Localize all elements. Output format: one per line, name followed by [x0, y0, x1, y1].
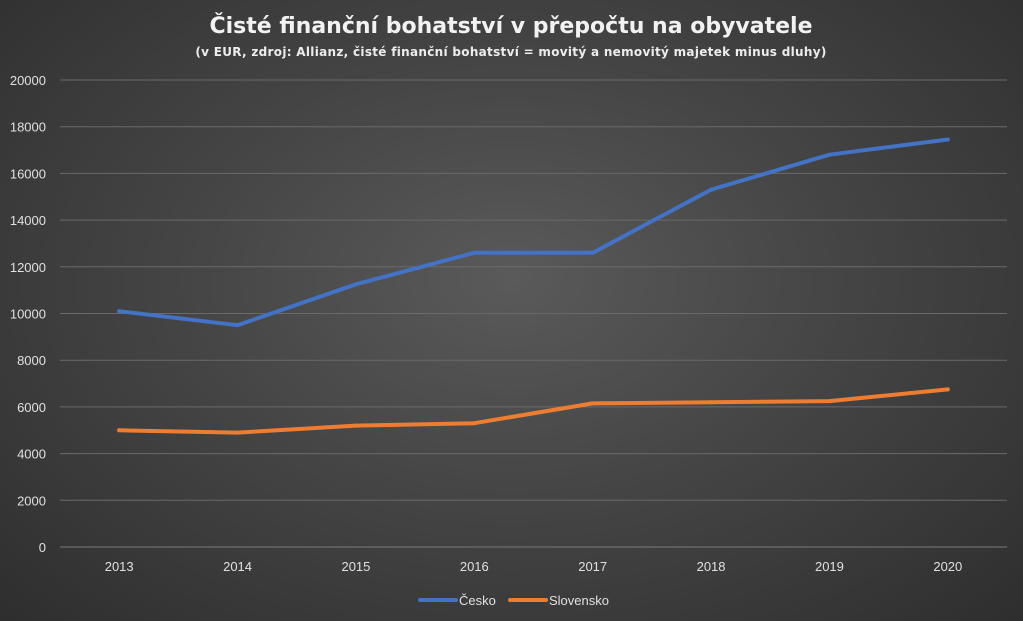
data-point — [117, 309, 122, 314]
x-tick-label: 2016 — [460, 559, 489, 574]
data-point — [827, 152, 832, 157]
x-tick-label: 2015 — [341, 559, 370, 574]
data-point — [117, 428, 122, 433]
data-point — [590, 250, 595, 255]
x-tick-label: 2014 — [223, 559, 252, 574]
legend: Česko Slovensko — [418, 593, 609, 608]
y-tick-label: 16000 — [10, 166, 46, 181]
legend-label-0: Česko — [459, 593, 496, 608]
gridlines — [60, 79, 1007, 548]
data-point — [472, 421, 477, 426]
y-tick-label: 14000 — [10, 213, 46, 228]
y-tick-label: 12000 — [10, 260, 46, 275]
data-point — [472, 250, 477, 255]
y-tick-label: 20000 — [10, 73, 46, 88]
x-tick-label: 2020 — [933, 559, 962, 574]
data-point — [235, 323, 240, 328]
x-tick-label: 2018 — [697, 559, 726, 574]
y-tick-label: 2000 — [17, 493, 46, 508]
data-point — [590, 401, 595, 406]
chart-subtitle: (v EUR, zdroj: Allianz, čisté finanční b… — [195, 45, 826, 59]
legend-label-1: Slovensko — [549, 593, 609, 608]
data-point — [709, 400, 714, 405]
data-point — [709, 187, 714, 192]
y-axis-ticks: 0 2000 4000 6000 8000 10000 12000 14000 16000 180… — [10, 73, 46, 555]
x-tick-label: 2019 — [815, 559, 844, 574]
data-point — [353, 282, 358, 287]
y-tick-label: 6000 — [17, 400, 46, 415]
y-tick-label: 0 — [39, 540, 46, 555]
y-tick-label: 10000 — [10, 307, 46, 322]
series-line-0 — [117, 137, 950, 328]
x-tick-label: 2017 — [578, 559, 607, 574]
series-lines — [117, 137, 950, 435]
x-axis-ticks: 2013 2014 2015 2016 2017 2018 2019 2020 — [105, 559, 963, 574]
data-point — [235, 430, 240, 435]
y-tick-label: 8000 — [17, 353, 46, 368]
y-tick-label: 4000 — [17, 447, 46, 462]
y-tick-label: 18000 — [10, 120, 46, 135]
data-point — [945, 387, 950, 392]
data-point — [827, 399, 832, 404]
data-point — [945, 137, 950, 142]
data-point — [353, 423, 358, 428]
series-line-1 — [117, 387, 950, 435]
chart-title: Čisté finanční bohatství v přepočtu na o… — [209, 13, 812, 39]
x-tick-label: 2013 — [105, 559, 134, 574]
